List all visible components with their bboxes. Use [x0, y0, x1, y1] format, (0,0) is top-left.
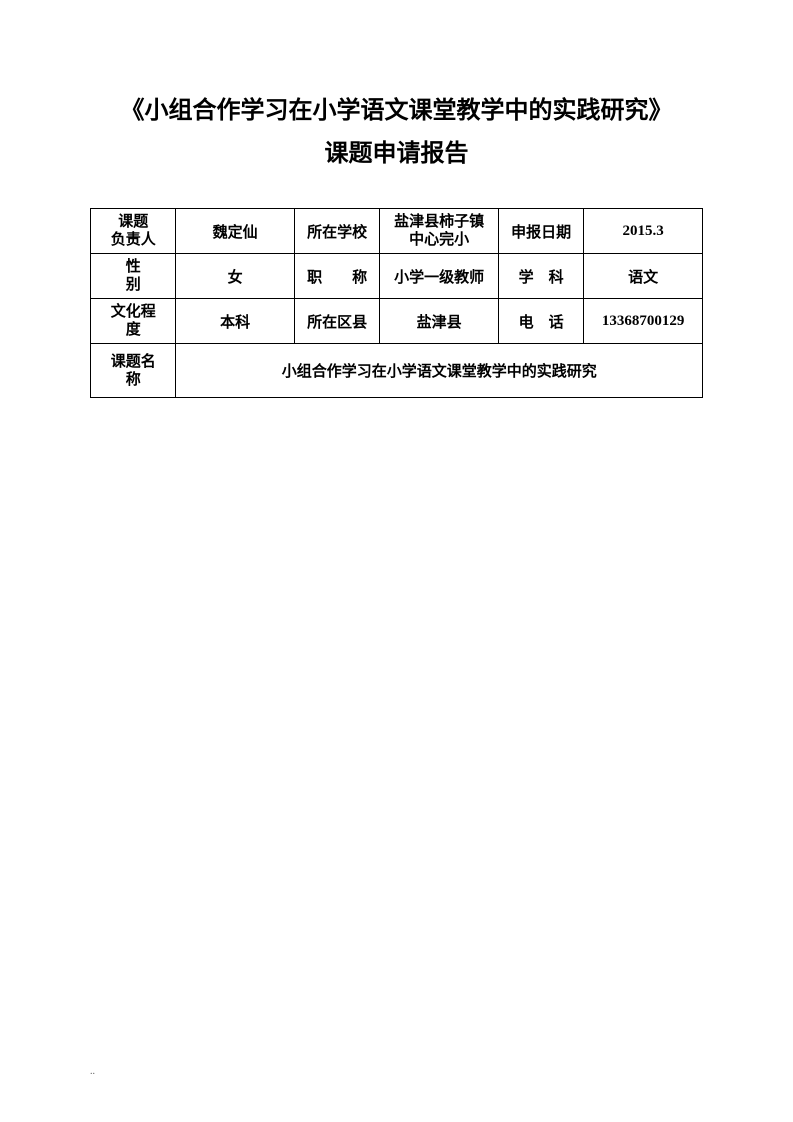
value-subject: 语文: [584, 254, 703, 299]
application-form-table: 课题负责人 魏定仙 所在学校 盐津县柿子镇中心完小 申报日期 2015.3 性别…: [90, 208, 703, 398]
label-phone: 电 话: [498, 299, 583, 344]
value-phone: 13368700129: [584, 299, 703, 344]
value-district: 盐津县: [380, 299, 499, 344]
value-project-name: 小组合作学习在小学语文课堂教学中的实践研究: [176, 344, 703, 398]
title-line-1: 《小组合作学习在小学语文课堂教学中的实践研究》: [90, 90, 703, 125]
table-row: 课题负责人 魏定仙 所在学校 盐津县柿子镇中心完小 申报日期 2015.3: [91, 209, 703, 254]
label-apply-date: 申报日期: [498, 209, 583, 254]
table-row: 性别 女 职 称 小学一级教师 学 科 语文: [91, 254, 703, 299]
title-line-2: 课题申请报告: [90, 133, 703, 168]
label-project-leader: 课题负责人: [91, 209, 176, 254]
footer-marker: ..: [90, 1066, 95, 1077]
value-education: 本科: [176, 299, 295, 344]
label-district: 所在区县: [294, 299, 379, 344]
value-apply-date: 2015.3: [584, 209, 703, 254]
label-school: 所在学校: [294, 209, 379, 254]
value-gender: 女: [176, 254, 295, 299]
value-title: 小学一级教师: [380, 254, 499, 299]
label-project-name: 课题名称: [91, 344, 176, 398]
label-education: 文化程度: [91, 299, 176, 344]
table-row: 文化程度 本科 所在区县 盐津县 电 话 13368700129: [91, 299, 703, 344]
label-gender: 性别: [91, 254, 176, 299]
table-row: 课题名称 小组合作学习在小学语文课堂教学中的实践研究: [91, 344, 703, 398]
label-title: 职 称: [294, 254, 379, 299]
label-subject: 学 科: [498, 254, 583, 299]
value-project-leader: 魏定仙: [176, 209, 295, 254]
value-school: 盐津县柿子镇中心完小: [380, 209, 499, 254]
